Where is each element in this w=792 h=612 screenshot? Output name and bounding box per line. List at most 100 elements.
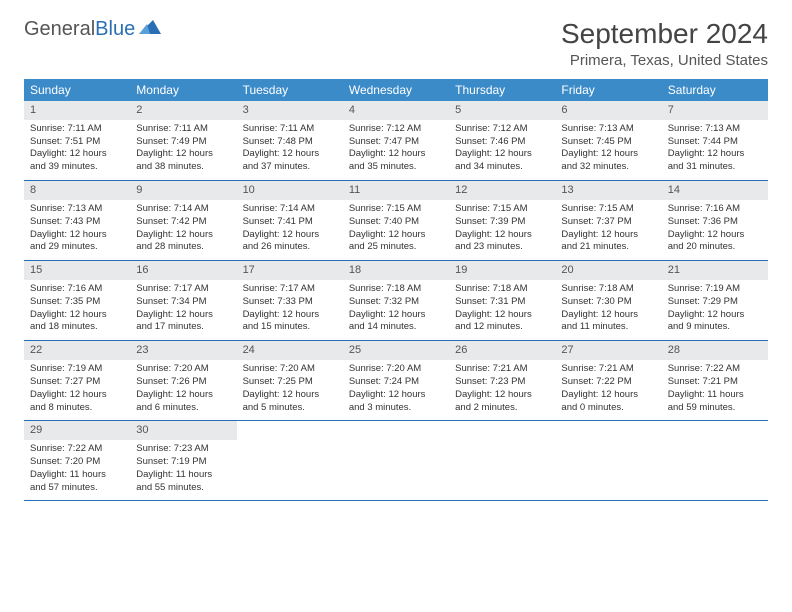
day-dl2: and 39 minutes. — [24, 161, 130, 174]
day-cell: 16Sunrise: 7:17 AMSunset: 7:34 PMDayligh… — [130, 261, 236, 340]
day-dl1: Daylight: 12 hours — [662, 148, 768, 161]
day-dl1: Daylight: 12 hours — [343, 309, 449, 322]
logo-text: GeneralBlue — [24, 18, 135, 41]
weekday-header: Sunday Monday Tuesday Wednesday Thursday… — [24, 79, 768, 101]
day-dl1: Daylight: 12 hours — [449, 148, 555, 161]
page-header: GeneralBlue September 2024 Primera, Texa… — [24, 18, 768, 69]
day-dl2: and 57 minutes. — [24, 482, 130, 495]
day-dl2: and 59 minutes. — [662, 402, 768, 415]
day-sunset: Sunset: 7:47 PM — [343, 136, 449, 149]
day-sunrise: Sunrise: 7:16 AM — [24, 283, 130, 296]
day-dl1: Daylight: 12 hours — [130, 148, 236, 161]
day-sunrise: Sunrise: 7:18 AM — [343, 283, 449, 296]
weeks-container: 1Sunrise: 7:11 AMSunset: 7:51 PMDaylight… — [24, 101, 768, 501]
day-sunset: Sunset: 7:44 PM — [662, 136, 768, 149]
day-sunrise: Sunrise: 7:19 AM — [24, 363, 130, 376]
day-dl2: and 8 minutes. — [24, 402, 130, 415]
day-sunset: Sunset: 7:27 PM — [24, 376, 130, 389]
day-sunset: Sunset: 7:30 PM — [555, 296, 661, 309]
day-dl2: and 38 minutes. — [130, 161, 236, 174]
day-sunrise: Sunrise: 7:11 AM — [24, 123, 130, 136]
day-number: 14 — [662, 181, 768, 200]
day-dl1: Daylight: 12 hours — [662, 229, 768, 242]
day-cell: 30Sunrise: 7:23 AMSunset: 7:19 PMDayligh… — [130, 421, 236, 500]
day-cell: 11Sunrise: 7:15 AMSunset: 7:40 PMDayligh… — [343, 181, 449, 260]
day-sunset: Sunset: 7:32 PM — [343, 296, 449, 309]
day-sunrise: Sunrise: 7:20 AM — [130, 363, 236, 376]
day-number: 15 — [24, 261, 130, 280]
day-sunset: Sunset: 7:29 PM — [662, 296, 768, 309]
day-dl2: and 26 minutes. — [237, 241, 343, 254]
week-row: 8Sunrise: 7:13 AMSunset: 7:43 PMDaylight… — [24, 181, 768, 261]
day-dl2: and 28 minutes. — [130, 241, 236, 254]
day-cell: 18Sunrise: 7:18 AMSunset: 7:32 PMDayligh… — [343, 261, 449, 340]
day-dl2: and 55 minutes. — [130, 482, 236, 495]
day-dl1: Daylight: 12 hours — [343, 229, 449, 242]
day-dl2: and 35 minutes. — [343, 161, 449, 174]
day-sunset: Sunset: 7:20 PM — [24, 456, 130, 469]
day-dl1: Daylight: 12 hours — [449, 389, 555, 402]
day-sunset: Sunset: 7:31 PM — [449, 296, 555, 309]
day-number: 12 — [449, 181, 555, 200]
day-sunrise: Sunrise: 7:21 AM — [449, 363, 555, 376]
day-sunrise: Sunrise: 7:20 AM — [237, 363, 343, 376]
day-cell: 24Sunrise: 7:20 AMSunset: 7:25 PMDayligh… — [237, 341, 343, 420]
day-number: 16 — [130, 261, 236, 280]
day-sunrise: Sunrise: 7:15 AM — [343, 203, 449, 216]
day-number: 13 — [555, 181, 661, 200]
day-dl2: and 3 minutes. — [343, 402, 449, 415]
day-cell: 6Sunrise: 7:13 AMSunset: 7:45 PMDaylight… — [555, 101, 661, 180]
day-sunrise: Sunrise: 7:12 AM — [343, 123, 449, 136]
day-sunset: Sunset: 7:21 PM — [662, 376, 768, 389]
weekday-sun: Sunday — [24, 79, 130, 101]
day-sunrise: Sunrise: 7:22 AM — [662, 363, 768, 376]
day-number: 25 — [343, 341, 449, 360]
day-cell: 5Sunrise: 7:12 AMSunset: 7:46 PMDaylight… — [449, 101, 555, 180]
day-dl1: Daylight: 12 hours — [24, 229, 130, 242]
day-sunset: Sunset: 7:35 PM — [24, 296, 130, 309]
day-sunrise: Sunrise: 7:22 AM — [24, 443, 130, 456]
day-dl1: Daylight: 12 hours — [555, 229, 661, 242]
day-dl1: Daylight: 12 hours — [130, 389, 236, 402]
weekday-thu: Thursday — [449, 79, 555, 101]
day-cell: 8Sunrise: 7:13 AMSunset: 7:43 PMDaylight… — [24, 181, 130, 260]
day-sunset: Sunset: 7:48 PM — [237, 136, 343, 149]
weekday-wed: Wednesday — [343, 79, 449, 101]
weekday-tue: Tuesday — [237, 79, 343, 101]
day-cell: 17Sunrise: 7:17 AMSunset: 7:33 PMDayligh… — [237, 261, 343, 340]
day-dl1: Daylight: 12 hours — [130, 309, 236, 322]
day-dl2: and 17 minutes. — [130, 321, 236, 334]
day-dl1: Daylight: 12 hours — [237, 148, 343, 161]
day-sunrise: Sunrise: 7:14 AM — [237, 203, 343, 216]
day-cell — [662, 421, 768, 500]
day-dl1: Daylight: 12 hours — [555, 389, 661, 402]
day-dl2: and 29 minutes. — [24, 241, 130, 254]
day-cell: 23Sunrise: 7:20 AMSunset: 7:26 PMDayligh… — [130, 341, 236, 420]
day-dl1: Daylight: 12 hours — [449, 309, 555, 322]
day-sunset: Sunset: 7:49 PM — [130, 136, 236, 149]
day-dl2: and 37 minutes. — [237, 161, 343, 174]
day-sunset: Sunset: 7:22 PM — [555, 376, 661, 389]
day-number: 10 — [237, 181, 343, 200]
day-sunset: Sunset: 7:42 PM — [130, 216, 236, 229]
logo: GeneralBlue — [24, 18, 161, 41]
day-dl2: and 14 minutes. — [343, 321, 449, 334]
logo-sail-icon — [139, 20, 161, 34]
day-number: 30 — [130, 421, 236, 440]
day-sunset: Sunset: 7:26 PM — [130, 376, 236, 389]
day-sunset: Sunset: 7:24 PM — [343, 376, 449, 389]
day-dl1: Daylight: 11 hours — [130, 469, 236, 482]
day-cell: 26Sunrise: 7:21 AMSunset: 7:23 PMDayligh… — [449, 341, 555, 420]
day-sunrise: Sunrise: 7:11 AM — [237, 123, 343, 136]
day-sunrise: Sunrise: 7:20 AM — [343, 363, 449, 376]
day-number: 27 — [555, 341, 661, 360]
week-row: 1Sunrise: 7:11 AMSunset: 7:51 PMDaylight… — [24, 101, 768, 181]
day-sunrise: Sunrise: 7:23 AM — [130, 443, 236, 456]
day-number: 5 — [449, 101, 555, 120]
day-number: 11 — [343, 181, 449, 200]
day-number: 29 — [24, 421, 130, 440]
day-cell: 22Sunrise: 7:19 AMSunset: 7:27 PMDayligh… — [24, 341, 130, 420]
day-cell — [237, 421, 343, 500]
day-dl2: and 0 minutes. — [555, 402, 661, 415]
day-sunrise: Sunrise: 7:11 AM — [130, 123, 236, 136]
